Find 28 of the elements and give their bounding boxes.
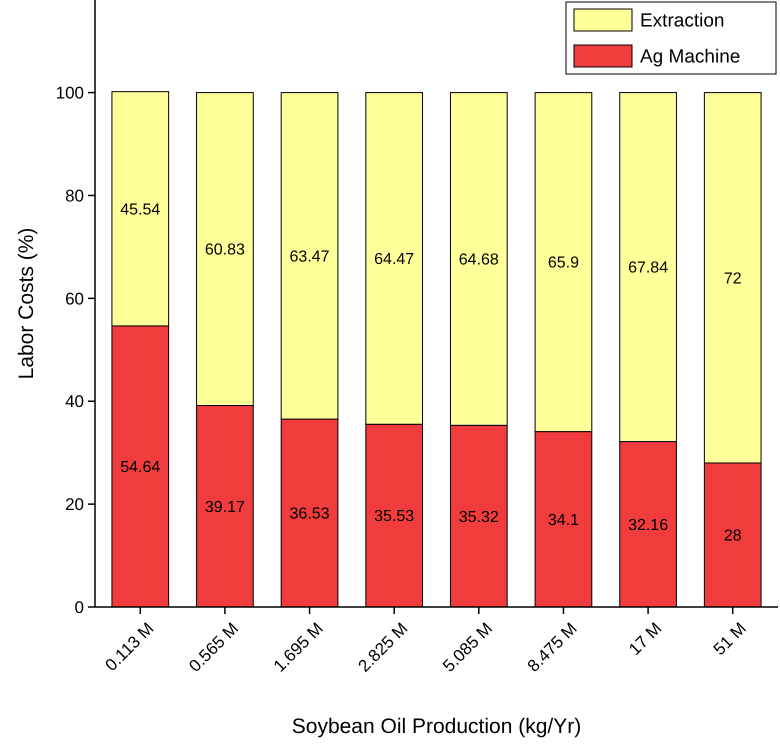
y-tick-label: 100 <box>56 84 84 103</box>
y-tick-label: 80 <box>65 186 84 206</box>
data-label: 35.53 <box>374 508 414 526</box>
data-label: 67.84 <box>628 260 668 277</box>
data-label: 39.17 <box>204 498 246 516</box>
data-label: 32.16 <box>628 516 668 534</box>
y-tick-label: 60 <box>65 289 84 308</box>
y-tick-label: 0 <box>74 598 84 617</box>
x-tick-label: 51 M <box>710 618 750 659</box>
x-axis-title: Soybean Oil Production (kg/Yr) <box>292 715 582 738</box>
data-label: 72 <box>724 270 742 288</box>
data-label: 64.68 <box>458 252 499 269</box>
data-label: 28 <box>724 528 742 545</box>
data-label: 45.54 <box>120 201 160 218</box>
legend-label: Ag Machine <box>640 46 740 68</box>
data-label: 54.64 <box>120 459 160 476</box>
y-tick-label: 20 <box>65 495 84 514</box>
y-tick-label: 40 <box>65 392 84 412</box>
data-label: 63.47 <box>290 248 330 266</box>
data-label: 36.53 <box>290 506 330 523</box>
data-label: 60.83 <box>204 242 246 259</box>
data-label: 64.47 <box>374 251 414 268</box>
data-label: 34.1 <box>548 512 580 529</box>
data-label: 35.32 <box>458 508 499 526</box>
x-tick-label: 17 M <box>625 618 666 659</box>
data-label: 65.9 <box>548 254 580 272</box>
legend-label: Extraction <box>640 10 724 32</box>
y-axis-title: Labor Costs (%) <box>15 228 38 380</box>
